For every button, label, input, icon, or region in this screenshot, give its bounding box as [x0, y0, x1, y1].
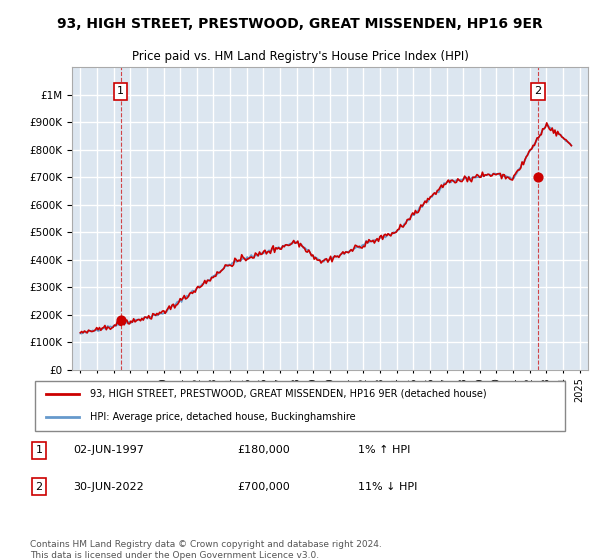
Text: Price paid vs. HM Land Registry's House Price Index (HPI): Price paid vs. HM Land Registry's House …	[131, 50, 469, 63]
Text: 2: 2	[535, 86, 542, 96]
Text: £700,000: £700,000	[238, 482, 290, 492]
Text: £180,000: £180,000	[238, 445, 290, 455]
Text: 1: 1	[117, 86, 124, 96]
Text: 2: 2	[35, 482, 43, 492]
Text: 11% ↓ HPI: 11% ↓ HPI	[358, 482, 417, 492]
Text: 1: 1	[35, 445, 43, 455]
Text: 93, HIGH STREET, PRESTWOOD, GREAT MISSENDEN, HP16 9ER: 93, HIGH STREET, PRESTWOOD, GREAT MISSEN…	[57, 17, 543, 31]
Text: 30-JUN-2022: 30-JUN-2022	[74, 482, 145, 492]
Point	[533, 172, 543, 181]
Point	[116, 316, 125, 325]
FancyBboxPatch shape	[35, 381, 565, 431]
Text: 02-JUN-1997: 02-JUN-1997	[74, 445, 145, 455]
Text: HPI: Average price, detached house, Buckinghamshire: HPI: Average price, detached house, Buck…	[90, 412, 356, 422]
Text: 93, HIGH STREET, PRESTWOOD, GREAT MISSENDEN, HP16 9ER (detached house): 93, HIGH STREET, PRESTWOOD, GREAT MISSEN…	[90, 389, 487, 399]
Text: 1% ↑ HPI: 1% ↑ HPI	[358, 445, 410, 455]
Text: Contains HM Land Registry data © Crown copyright and database right 2024.
This d: Contains HM Land Registry data © Crown c…	[30, 540, 382, 560]
